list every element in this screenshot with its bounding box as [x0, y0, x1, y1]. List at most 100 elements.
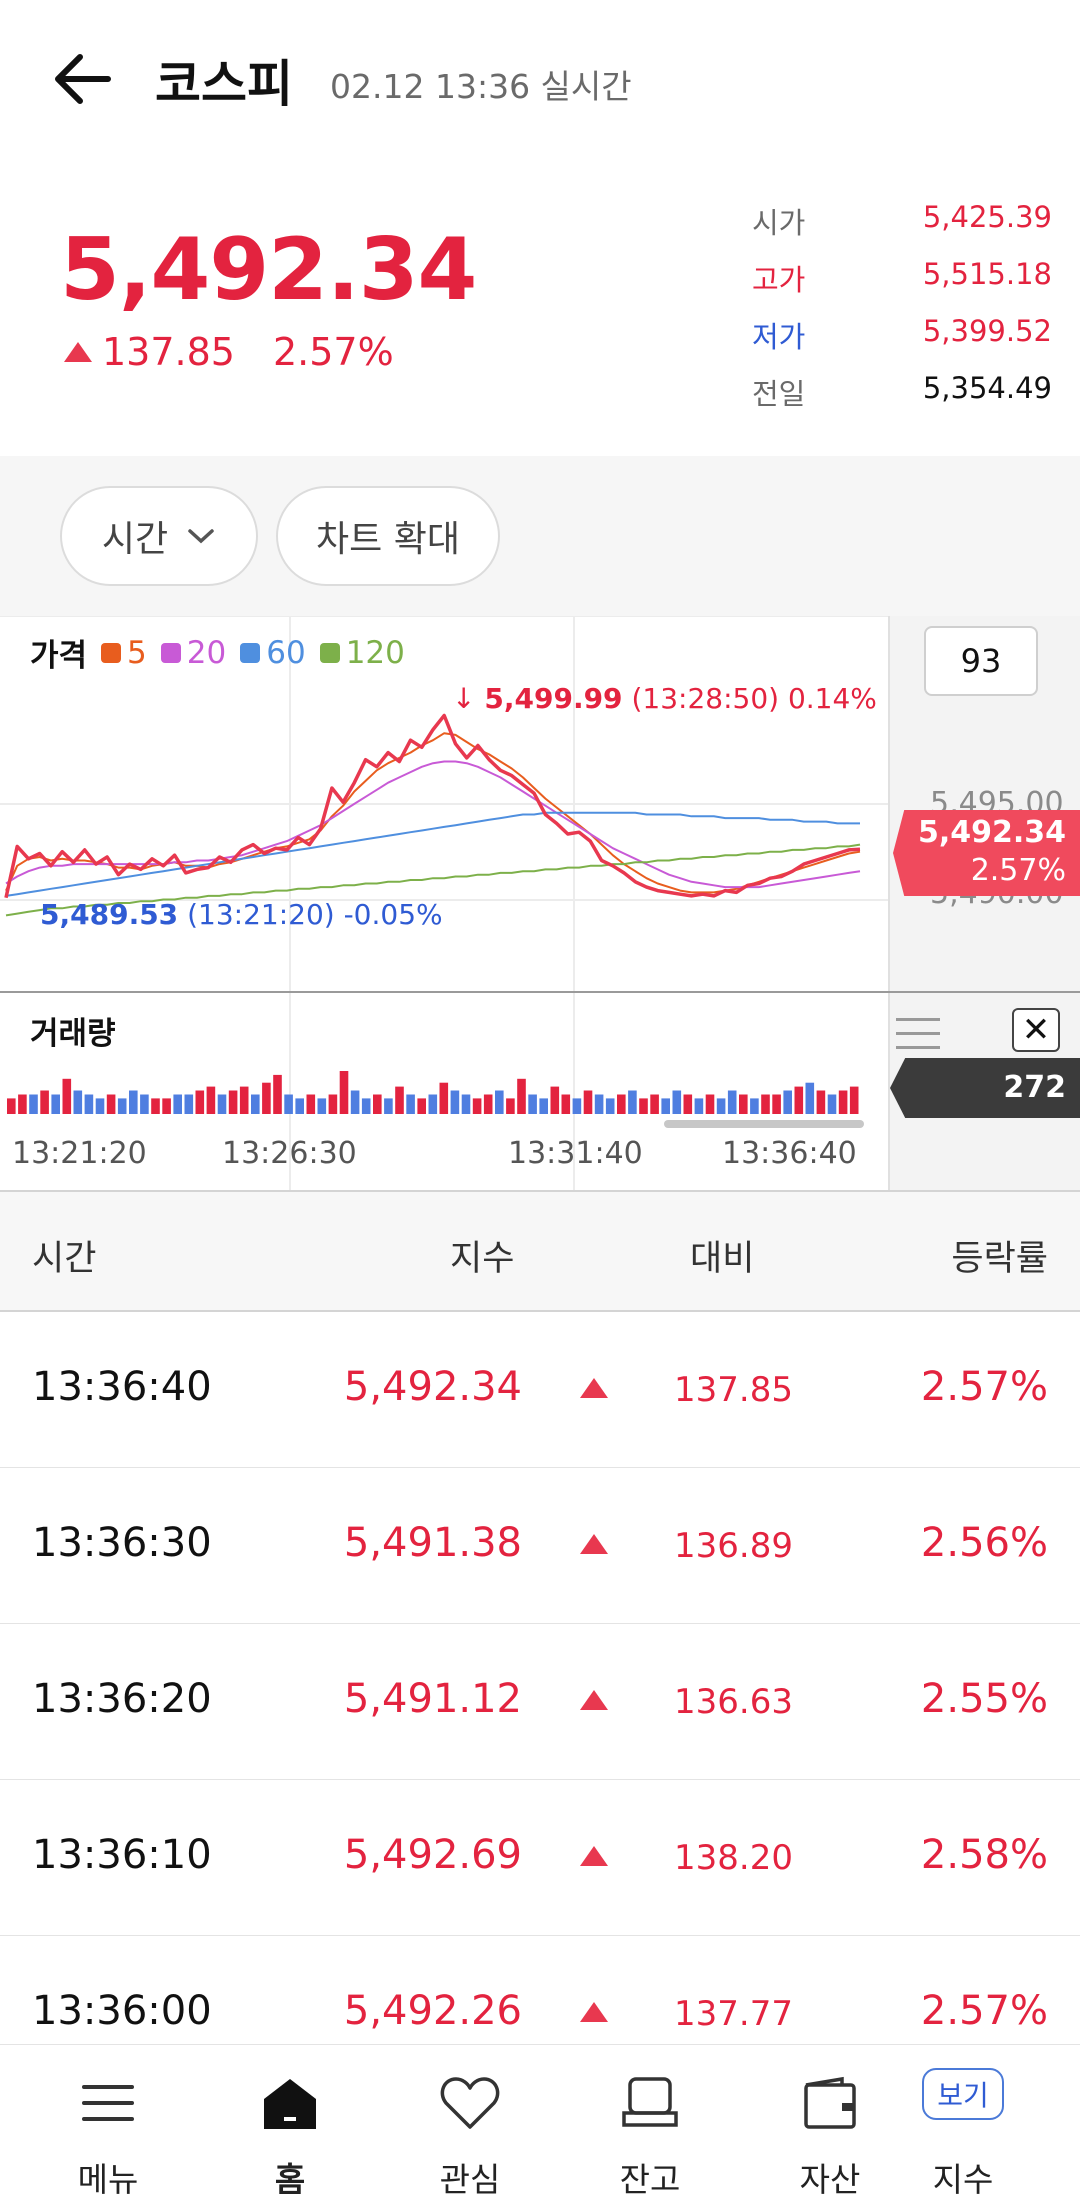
nav-assets[interactable]: 자산: [740, 2045, 920, 2204]
nav-menu[interactable]: 메뉴: [18, 2045, 198, 2204]
time-tick: 13:21:20: [12, 1136, 147, 1171]
table-row[interactable]: 13:36:20 5,491.12 136.63 2.55%: [0, 1624, 1080, 1780]
balance-icon: [622, 2077, 678, 2127]
volume-bar: [483, 1094, 493, 1114]
volume-bar: [295, 1098, 304, 1114]
nav-label: 지수: [932, 2160, 994, 2199]
volume-bar: [173, 1094, 182, 1114]
volume-bar: [428, 1094, 438, 1114]
chart-zoom-button[interactable]: 차트 확대: [276, 486, 500, 586]
volume-bar: [750, 1098, 759, 1114]
volume-bar: [73, 1090, 83, 1114]
current-price: 5,492.34: [60, 220, 477, 320]
volume-bar: [384, 1098, 393, 1114]
chart-controls: 시간 차트 확대: [0, 456, 1080, 616]
volume-bar: [639, 1098, 648, 1114]
volume-bar: [317, 1098, 327, 1114]
volume-bar: [262, 1082, 271, 1114]
volume-bar: [594, 1094, 604, 1114]
volume-bar: [450, 1090, 460, 1114]
up-triangle-icon: [580, 1534, 608, 1554]
time-axis: 13:21:20 13:26:30 13:31:40 13:36:40: [0, 1136, 880, 1176]
view-badge[interactable]: 보기: [922, 2068, 1004, 2120]
volume-bar: [84, 1094, 94, 1114]
volume-bar: [583, 1090, 593, 1114]
legend-label: 60: [266, 634, 306, 671]
ohlc-label: 전일: [752, 377, 806, 411]
low-value: 5,489.53: [40, 898, 179, 931]
up-triangle-icon: [580, 1846, 608, 1866]
row-index: 5,492.26: [343, 1988, 522, 2034]
ma5-swatch: [101, 642, 122, 663]
volume-tag: 272: [890, 1058, 1080, 1118]
volume-bar: [228, 1090, 238, 1114]
table-row[interactable]: 13:36:10 5,492.69 138.20 2.58%: [0, 1780, 1080, 1936]
volume-bar: [273, 1074, 282, 1114]
up-triangle-icon: [64, 342, 92, 362]
ohlc-row-low: 저가 5,399.52: [752, 314, 1052, 371]
volume-bar: [40, 1090, 49, 1114]
change-percent: 2.57%: [272, 330, 394, 374]
table-header: 시간 지수 대비 등락률: [0, 1190, 1080, 1312]
candle-count-box[interactable]: 93: [924, 626, 1038, 696]
row-rate: 2.56%: [920, 1520, 1048, 1566]
volume-bar: [417, 1098, 426, 1114]
ohlc-row-high: 고가 5,515.18: [752, 257, 1052, 314]
series-line-ma120: [5, 843, 861, 917]
legend-ma120[interactable]: 120: [319, 635, 405, 671]
volume-bar: [805, 1082, 815, 1114]
row-change: 138.20: [674, 1838, 793, 1878]
volume-bar: [284, 1094, 293, 1114]
volume-bar: [650, 1094, 659, 1114]
legend-ma60[interactable]: 60: [240, 634, 306, 671]
nav-index[interactable]: 지수: [873, 2045, 1053, 2204]
nav-balance[interactable]: 잔고: [560, 2045, 740, 2204]
up-triangle-icon: [580, 1378, 608, 1398]
back-arrow-icon[interactable]: [50, 48, 120, 110]
time-interval-label: 시간: [101, 519, 169, 560]
low-detail: (13:21:20) -0.05%: [187, 898, 443, 931]
volume-bar: [162, 1098, 171, 1114]
time-tick: 13:26:30: [222, 1136, 357, 1171]
legend-ma5[interactable]: 5: [101, 635, 147, 671]
volume-bar: [495, 1090, 504, 1114]
volume-bar: [95, 1098, 105, 1114]
volume-bar: [816, 1090, 826, 1114]
volume-bar: [406, 1094, 415, 1114]
volume-bar: [605, 1098, 615, 1114]
nav-label: 자산: [799, 2160, 861, 2199]
legend-ma20[interactable]: 20: [160, 635, 226, 671]
time-interval-dropdown[interactable]: 시간: [60, 486, 258, 586]
nav-home[interactable]: 홈: [200, 2045, 380, 2204]
volume-bar: [694, 1098, 704, 1114]
up-triangle-icon: [580, 1690, 608, 1710]
row-rate: 2.55%: [920, 1676, 1048, 1722]
col-change: 대비: [690, 1239, 755, 1279]
table-row[interactable]: 13:36:00 5,492.26 137.77 2.57%: [0, 1936, 1080, 2092]
price-chart[interactable]: [0, 616, 1080, 1190]
price-tag-value: 5,492.34: [917, 815, 1066, 850]
row-time: 13:36:00: [32, 1988, 212, 2034]
up-triangle-icon: [580, 2002, 608, 2022]
volume-bar: [628, 1090, 637, 1114]
table-row[interactable]: 13:36:40 5,492.34 137.85 2.57%: [0, 1312, 1080, 1468]
volume-bar: [251, 1094, 260, 1114]
ohlc-label: 시가: [752, 206, 806, 240]
chart-area[interactable]: [0, 616, 1080, 1190]
volume-bar: [528, 1094, 537, 1114]
ohlc-value: 5,515.18: [922, 257, 1052, 291]
nav-watchlist[interactable]: 관심: [380, 2045, 560, 2204]
wallet-icon: [804, 2076, 856, 2129]
ohlc-row-prev: 전일 5,354.49: [752, 371, 1052, 428]
chart-legend: 가격 5 20 60 120: [30, 630, 405, 675]
row-index: 5,492.34: [343, 1364, 522, 1410]
series-line-price: [4, 713, 861, 899]
row-rate: 2.57%: [920, 1364, 1048, 1410]
hamburger-icon[interactable]: [896, 1018, 940, 1052]
ohlc-value: 5,354.49: [922, 371, 1052, 405]
series-line-ma60: [5, 811, 860, 897]
table-row[interactable]: 13:36:30 5,491.38 136.89 2.56%: [0, 1468, 1080, 1624]
chevron-down-icon: [188, 529, 214, 544]
close-icon[interactable]: ✕: [1012, 1008, 1060, 1052]
legend-label: 5: [127, 634, 147, 671]
